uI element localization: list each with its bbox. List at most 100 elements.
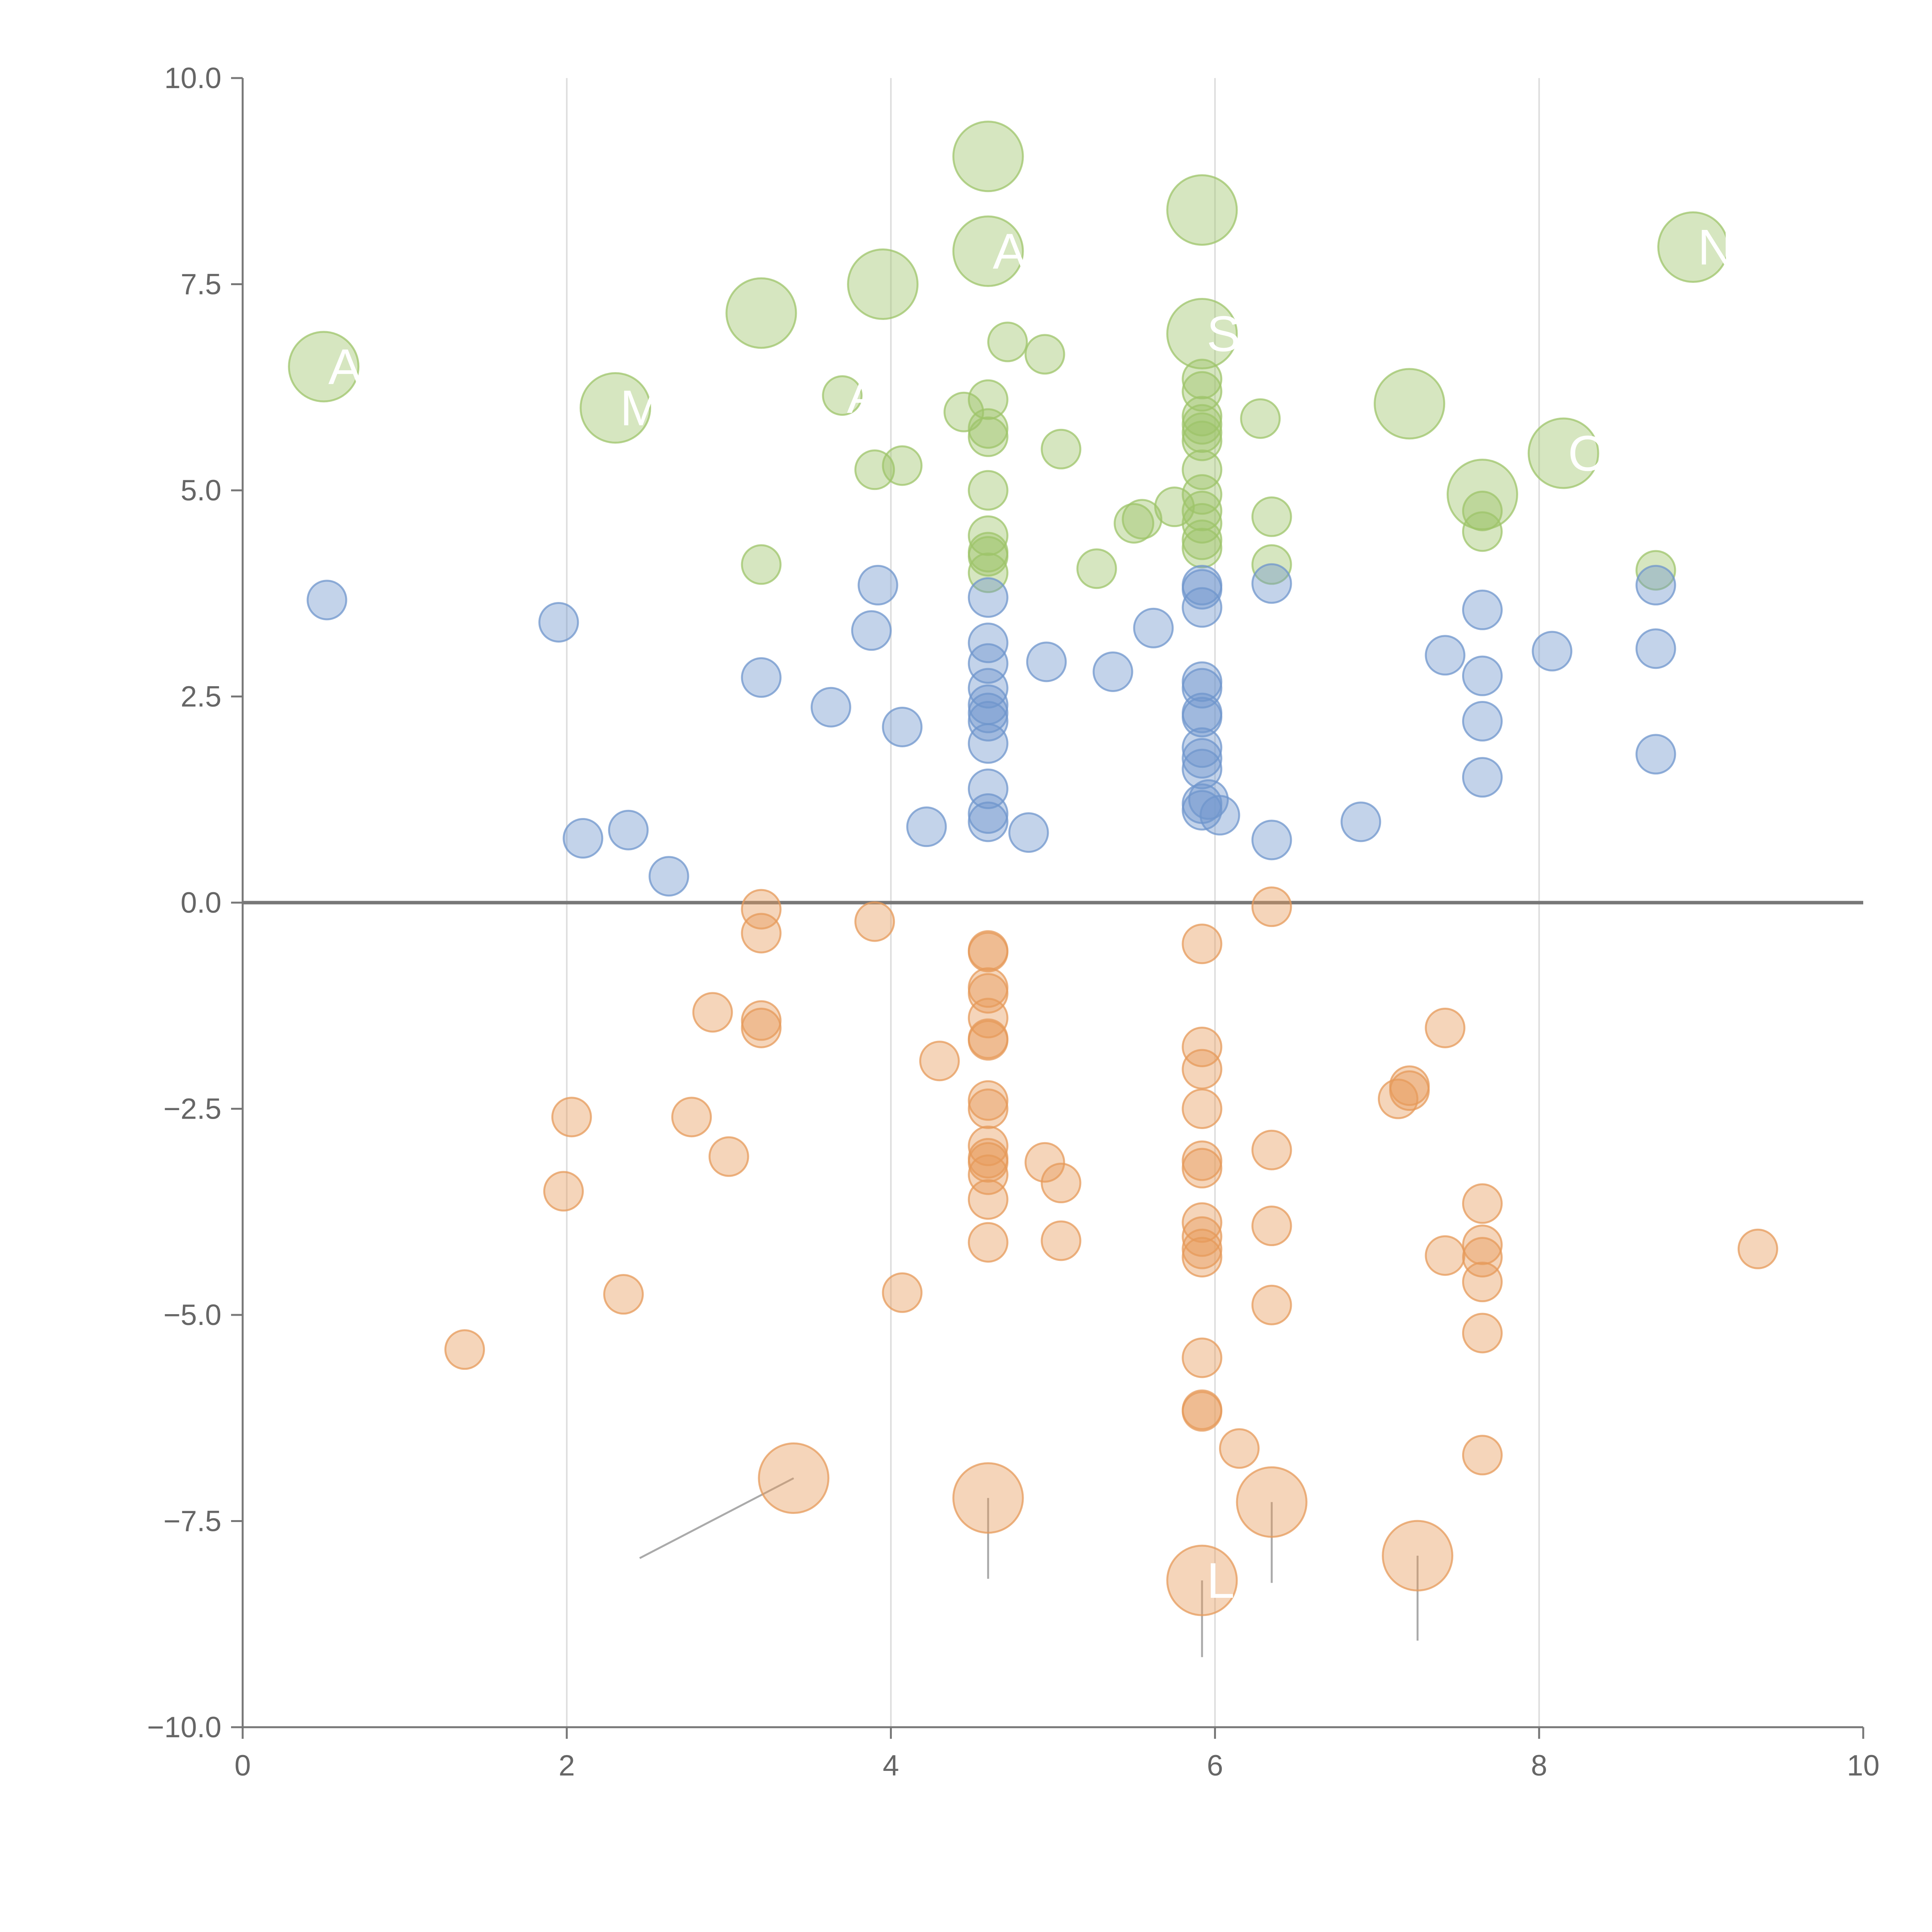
blue-point [1182,569,1223,610]
green-point [987,321,1028,362]
orange-point [882,1272,923,1313]
blue-point [1182,748,1223,789]
orange-point [1024,1142,1065,1183]
blue-point [968,692,1009,733]
orange-point [603,1274,644,1315]
blue-point [1251,563,1292,604]
orange-point [968,1080,1009,1121]
green-point [1182,519,1223,560]
green-point [968,470,1009,511]
orange-point [1182,1391,1223,1432]
x-tick-label: 8 [1531,1749,1547,1782]
leader-lines [639,1477,1419,1657]
blue-point [851,610,892,651]
data-points [288,121,1778,1616]
green-point [968,552,1009,593]
x-tick-label: 4 [883,1749,899,1782]
point-label: S [1207,306,1240,362]
blue-point [1635,734,1676,775]
orange-point [952,1462,1024,1534]
x-tick-label: 10 [1847,1749,1880,1782]
orange-point [1041,1163,1082,1204]
orange-point [671,1097,712,1138]
blue-point [1532,631,1573,672]
blue-point [906,806,947,847]
blue-point [1182,738,1223,779]
blue-point [968,622,1009,663]
orange-point [1182,1148,1223,1189]
blue-point [1462,589,1503,630]
orange-point [741,913,782,954]
orange-point [1182,1088,1223,1129]
y-tick-label: 7.5 [180,268,221,301]
blue-point [1182,697,1223,738]
orange-point [968,1126,1009,1167]
green-point [1251,496,1292,537]
blue-point [648,856,689,897]
y-tick-label: 0.0 [180,886,221,919]
point-label: O [1568,425,1607,481]
green-point [968,515,1009,556]
blue-point [968,701,1009,742]
green-point [1182,420,1223,461]
y-tick-label: 2.5 [180,680,221,713]
blue-point [1182,587,1223,628]
orange-point [1182,1026,1223,1067]
orange-point [1182,1237,1223,1278]
orange-point [1737,1228,1778,1269]
y-tick-label: 5.0 [180,474,221,507]
green-point [943,391,984,432]
green-point [882,445,923,486]
green-point [1240,398,1281,439]
blue-point [608,810,649,850]
orange-point [1251,1206,1292,1247]
green-point [1166,174,1238,246]
orange-point [1182,1337,1223,1378]
orange-point [741,1007,782,1048]
green-point [1182,490,1223,531]
orange-point [968,1179,1009,1220]
green-point [968,408,1009,449]
blue-point [1008,812,1049,853]
green-point [1462,490,1503,531]
blue-point [1462,701,1503,742]
orange-point [968,1154,1009,1195]
blue-point [968,793,1009,834]
green-point [725,277,797,349]
orange-point [968,1088,1009,1129]
orange-point [1251,1129,1292,1170]
green-point [952,121,1024,192]
point-label: L [1207,1552,1235,1609]
orange-point [1462,1435,1503,1476]
orange-point [1462,1237,1503,1278]
green-point [968,379,1009,420]
orange-point [692,992,733,1033]
point-label: A [328,338,362,395]
blue-point [1251,820,1292,861]
blue-point [563,818,604,859]
blue-point [968,723,1009,764]
orange-point [551,1097,592,1138]
orange-point [1251,886,1292,927]
blue-point [882,706,923,747]
orange-point [1182,1228,1223,1269]
orange-point [1182,1049,1223,1090]
y-tick-label: 10.0 [164,62,221,95]
green-point [1182,474,1223,515]
green-point [1182,503,1223,544]
orange-point [1425,1007,1466,1048]
orange-point [1462,1183,1503,1224]
blue-point [741,657,782,698]
y-tick-label: −5.0 [163,1299,221,1332]
orange-point [919,1041,960,1082]
orange-point [1389,1070,1430,1111]
orange-point [708,1136,749,1177]
point-label: M [620,380,662,436]
orange-point [1182,1216,1223,1257]
orange-point [1219,1428,1260,1469]
blue-point [1635,628,1676,669]
orange-point [968,973,1009,1014]
point-label: A [847,367,881,424]
blue-point [968,668,1009,709]
